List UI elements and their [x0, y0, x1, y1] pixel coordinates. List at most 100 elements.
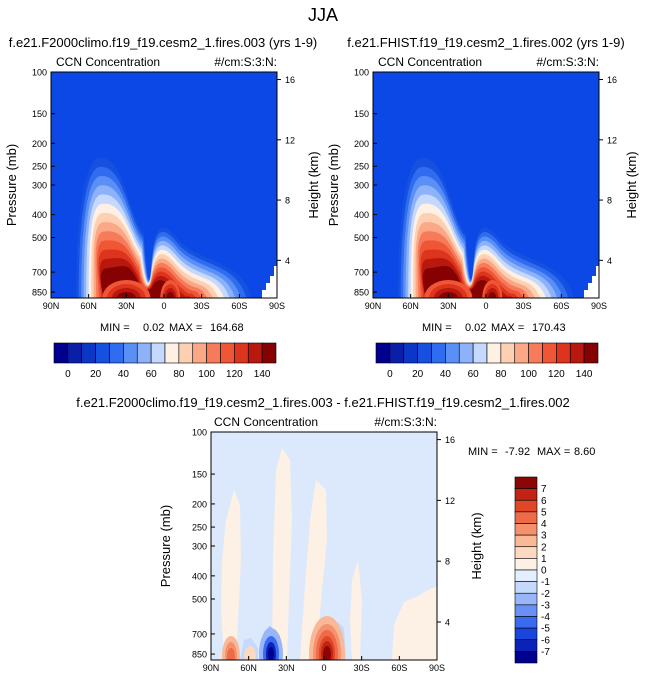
max-label: MAX =: [537, 446, 570, 458]
right-tick-label: 12: [607, 135, 617, 145]
max-value: 8.60: [574, 446, 595, 458]
colorbar-swatch: [458, 342, 474, 364]
panel-historical: f.e21.FHIST.f19_f19.cesm2_1.fires.002 (y…: [326, 35, 639, 380]
colorbar-swatch: [514, 511, 538, 524]
x-tick-label: 60S: [553, 301, 569, 311]
x-tick-label: 30N: [278, 663, 295, 673]
x-tick-label: 90N: [203, 663, 220, 673]
contour-band: [300, 480, 327, 660]
colorbar-label: -3: [541, 600, 550, 611]
colorbar-swatch: [109, 342, 124, 364]
y-ticks: 100 150 200 250 300 400 500 700 850: [354, 68, 377, 298]
y-tick-label: 100: [354, 68, 369, 78]
x-tick-label: 0: [321, 663, 326, 673]
plot-area: [373, 72, 599, 298]
right-tick-label: 12: [445, 496, 455, 506]
x-tick-label: 60N: [402, 301, 419, 311]
x-ticks: 90N 60N 30N 0 30S 60S 90S: [203, 656, 445, 673]
right-tick-label: 12: [285, 135, 295, 145]
y-tick-label: 300: [354, 181, 369, 191]
min-value: 0.02: [143, 322, 164, 334]
right-ticks: 16 12 8 4: [277, 75, 295, 266]
subtitle-right: #/cm:S:3:N:: [214, 55, 277, 69]
contour-fills: [398, 157, 574, 298]
x-tick-label: 30S: [516, 301, 532, 311]
colorbar-swatch: [514, 592, 538, 606]
colorbar-label: -2: [541, 589, 550, 600]
contour-band: [272, 448, 292, 660]
subtitle-right: #/cm:S:3:N:: [536, 55, 599, 69]
colorbar-label: 60: [146, 369, 158, 380]
y-tick-label: 200: [192, 499, 207, 509]
panel-difference: f.e21.F2000climo.f19_f19.cesm2_1.fires.0…: [76, 395, 595, 673]
y-axis-label: Pressure (mb): [158, 505, 173, 587]
colorbar-swatch: [514, 342, 529, 364]
x-tick-label: 90N: [43, 301, 60, 311]
y-tick-label: 150: [354, 109, 369, 119]
colorbar-label: 0: [65, 369, 71, 380]
contour-band: [227, 648, 235, 660]
y-tick-label: 400: [354, 210, 369, 220]
panel-control: f.e21.F2000climo.f19_f19.cesm2_1.fires.0…: [4, 35, 321, 380]
colorbar-swatch: [500, 342, 516, 364]
y-tick-label: 100: [192, 428, 207, 438]
max-label: MAX =: [491, 322, 524, 334]
missing-terrain: [262, 266, 277, 298]
colorbar-label: 0: [541, 566, 547, 577]
x-tick-label: 60N: [80, 301, 97, 311]
right-ticks: 16 12 8 4: [599, 75, 617, 266]
subtitle-left: CCN Concentration: [56, 55, 160, 69]
colorbar-swatch: [206, 342, 221, 364]
colorbar-swatch: [528, 342, 543, 364]
panel-title: f.e21.F2000climo.f19_f19.cesm2_1.fires.0…: [76, 395, 570, 410]
colorbar-swatch: [514, 627, 538, 641]
colorbar-label: 40: [440, 369, 452, 380]
colorbar-label: 120: [226, 369, 243, 380]
y-tick-label: 200: [32, 139, 47, 149]
colorbar-label: 20: [90, 369, 102, 380]
contour-band: [350, 560, 362, 660]
colorbar-swatch: [514, 639, 538, 652]
contour-band: [392, 586, 437, 660]
x-tick-label: 30S: [354, 663, 370, 673]
max-value: 170.43: [532, 322, 566, 334]
colorbar-swatch: [542, 342, 557, 364]
right-tick-label: 4: [445, 618, 450, 628]
y-tick-label: 500: [32, 233, 47, 243]
min-label: MIN =: [100, 322, 130, 334]
min-value: -7.92: [505, 446, 530, 458]
colorbar-swatch: [123, 342, 138, 364]
colorbar-label: -1: [541, 577, 550, 588]
right-tick-label: 8: [285, 196, 290, 206]
colorbar-swatch: [514, 523, 538, 536]
x-tick-label: 90S: [429, 663, 445, 673]
x-tick-label: 30N: [440, 301, 457, 311]
y-tick-label: 500: [354, 233, 369, 243]
colorbar-swatch: [417, 342, 432, 364]
y-axis-label: Pressure (mb): [4, 144, 19, 226]
colorbar-swatch: [472, 342, 488, 364]
colorbar-label: 2: [541, 542, 547, 553]
y-tick-label: 150: [192, 470, 207, 480]
colorbar-swatch: [95, 342, 110, 364]
subtitle-right: #/cm:S:3:N:: [374, 415, 437, 429]
right-tick-label: 8: [445, 557, 450, 567]
min-label: MIN =: [468, 446, 498, 458]
colorbar-swatch: [178, 342, 194, 364]
colorbar-swatch: [53, 342, 69, 364]
colorbar-label: 0: [387, 369, 393, 380]
colorbar-label: 40: [118, 369, 130, 380]
colorbar-swatch: [389, 342, 405, 364]
colorbar-swatch: [150, 342, 166, 364]
colorbar-label: 3: [541, 531, 547, 542]
y-ticks: 100 150 200 250 300 400 500 700 850: [32, 68, 55, 298]
x-ticks: 90N 60N 30N 0 30S 60S 90S: [365, 294, 607, 311]
x-tick-label: 60N: [240, 663, 257, 673]
y-tick-label: 700: [32, 268, 47, 278]
min-label: MIN =: [422, 322, 452, 334]
right-tick-label: 4: [607, 256, 612, 266]
colorbar-swatch: [403, 342, 418, 364]
colorbar-label: 20: [412, 369, 424, 380]
min-value: 0.02: [465, 322, 486, 334]
